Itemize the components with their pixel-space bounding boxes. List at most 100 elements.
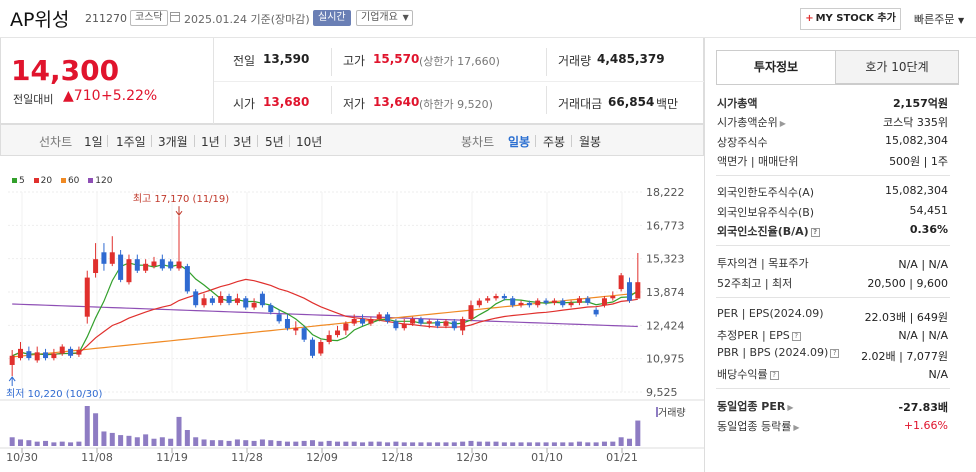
help-icon[interactable]: ?: [769, 370, 779, 380]
pbr-label: PBR | BPS (2024.09)?: [717, 346, 840, 359]
candle-body: [418, 318, 424, 324]
candle-body: [510, 298, 516, 306]
volume-bar: [151, 438, 157, 446]
period-3m[interactable]: 3개월: [158, 135, 188, 149]
change-amount: ▲710: [63, 88, 101, 104]
candle-body: [476, 300, 482, 306]
week52-value: 20,500 | 9,600: [867, 277, 948, 290]
ma20-line: [11, 278, 638, 357]
calendar-icon: [170, 12, 180, 22]
volume-bar: [435, 442, 441, 446]
candle-body: [635, 282, 641, 299]
help-icon[interactable]: ?: [791, 331, 801, 341]
legend-ma120: 120: [88, 176, 112, 186]
volume-bar: [526, 442, 532, 446]
candle-body: [93, 259, 99, 273]
market-cap-rank-label[interactable]: 시가총액순위 ▶: [717, 114, 786, 130]
div-label: 배당수익률?: [717, 366, 779, 382]
legend-label: 5: [19, 176, 25, 186]
volume-bar: [385, 442, 391, 446]
volume-bar: [368, 441, 374, 446]
chevron-right-icon: ▶: [793, 423, 800, 432]
candle-monthly[interactable]: 월봉: [579, 135, 602, 149]
volume-bar: [118, 435, 124, 446]
company-overview-select[interactable]: 기업개요 ▼: [356, 10, 413, 26]
candle-body: [493, 295, 499, 299]
separator: [257, 135, 258, 147]
period-1d[interactable]: 1일: [84, 135, 103, 149]
y-tick-label: 15,323: [646, 253, 685, 266]
separator: [535, 135, 536, 147]
candle-body: [151, 261, 157, 267]
candle-body: [376, 314, 382, 319]
divider: [716, 297, 950, 298]
company-overview-label: 기업개요: [361, 12, 398, 23]
legend-swatch: [60, 178, 66, 183]
candle-body: [134, 259, 140, 271]
help-icon[interactable]: ?: [830, 348, 840, 358]
candle-body: [201, 298, 207, 306]
low-arrow-head: [8, 376, 16, 382]
period-1y[interactable]: 1년: [201, 135, 220, 149]
x-tick-label: 11/08: [81, 451, 113, 464]
high-label: 고가: [343, 54, 366, 68]
market-cap-label: 시가총액: [717, 97, 758, 110]
tab-hoga-10[interactable]: 호가 10단계: [835, 50, 959, 84]
candle-weekly[interactable]: 주봉: [543, 135, 566, 149]
y-tick-label: 13,874: [646, 286, 685, 299]
volume-bar: [585, 442, 591, 446]
sector-per-text: 동일업종 PER: [717, 400, 786, 413]
period-3y[interactable]: 3년: [233, 135, 252, 149]
divider: [704, 38, 705, 472]
volume-bar: [84, 406, 90, 446]
legend-swatch: [88, 178, 94, 183]
chart-canvas[interactable]: 18,222 16,773 15,323 13,874 12,424 10,975 9,52…: [0, 170, 704, 472]
candle-body: [276, 314, 282, 322]
volume-bar: [193, 437, 199, 446]
volume-bar: [76, 441, 82, 446]
candle-body: [518, 302, 524, 306]
ma120-line: [12, 303, 638, 328]
volume-bar: [134, 437, 140, 446]
low-annotation: 최저 10,220 (10/30): [6, 388, 102, 400]
tab-invest-info[interactable]: 투자정보: [716, 50, 836, 84]
up-triangle-icon: ▲: [63, 88, 74, 104]
chevron-down-icon: ▼: [957, 16, 965, 25]
help-icon[interactable]: ?: [810, 227, 820, 237]
foreign-ratio-value: 0.36%: [909, 223, 948, 236]
separator: [151, 135, 152, 147]
live-tag[interactable]: 실시간: [313, 10, 351, 26]
candle-body: [626, 282, 632, 301]
separator: [194, 135, 195, 147]
est-per-text: 추정PER | EPS: [717, 329, 790, 342]
line-chart-label: 선차트: [39, 135, 73, 149]
my-stock-add-button[interactable]: + MY STOCK 추가: [800, 8, 901, 30]
chevron-right-icon: ▶: [779, 119, 786, 128]
volume-bar: [93, 413, 99, 446]
stock-chart[interactable]: 5 20 60 120 18,222 16,773 15,323 13,874 12,4…: [0, 170, 704, 472]
candle-daily[interactable]: 일봉: [508, 135, 531, 149]
chart-legend: 5 20 60 120: [12, 176, 112, 186]
x-tick-label: 11/28: [231, 451, 263, 464]
candle-body: [218, 295, 224, 303]
x-tick-label: 10/30: [6, 451, 38, 464]
candle-body: [543, 300, 549, 303]
sector-chg-label[interactable]: 동일업종 등락률 ▶: [717, 418, 800, 434]
shares-value: 15,082,304: [885, 134, 948, 147]
volume-bar: [218, 440, 224, 446]
change-percent: +5.22%: [101, 88, 158, 104]
candle-body: [234, 298, 240, 303]
period-1w[interactable]: 1주일: [116, 135, 146, 149]
candle-body: [101, 252, 107, 264]
candle-body: [126, 259, 132, 283]
per-label: PER | EPS(2024.09): [717, 307, 824, 320]
divider: [716, 245, 950, 246]
quick-order-button[interactable]: 빠른주문 ▼: [914, 11, 964, 27]
period-10y[interactable]: 10년: [296, 135, 323, 149]
period-5y[interactable]: 5년: [265, 135, 284, 149]
candle-body: [251, 302, 257, 308]
volume-bar: [268, 440, 274, 446]
sector-per-label[interactable]: 동일업종 PER ▶: [717, 398, 794, 414]
candle-body: [435, 321, 441, 326]
volume-bar: [576, 441, 582, 446]
